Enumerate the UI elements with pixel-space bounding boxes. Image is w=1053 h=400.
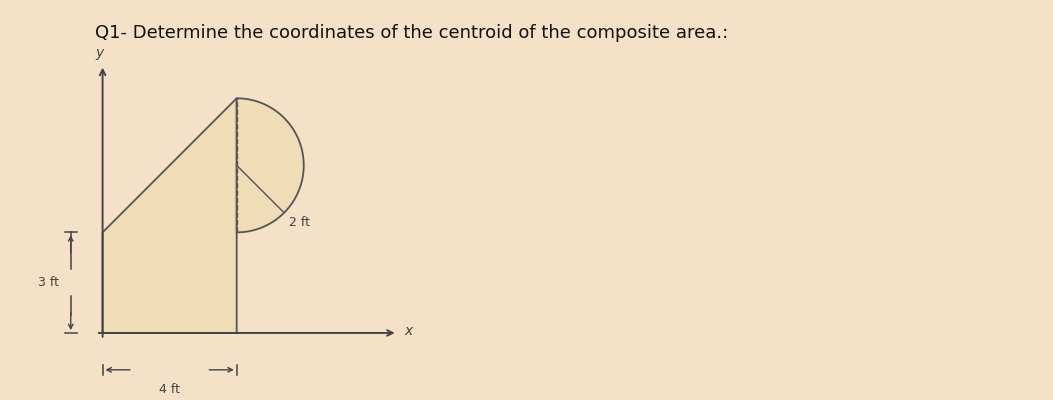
Text: 2 ft: 2 ft <box>290 216 311 229</box>
Polygon shape <box>237 98 303 232</box>
Text: x: x <box>404 324 413 338</box>
Text: y: y <box>95 46 103 60</box>
Text: Q1- Determine the coordinates of the centroid of the composite area.:: Q1- Determine the coordinates of the cen… <box>95 24 728 42</box>
Text: 3 ft: 3 ft <box>38 276 59 289</box>
Text: 4 ft: 4 ft <box>159 382 180 396</box>
Polygon shape <box>102 98 237 333</box>
